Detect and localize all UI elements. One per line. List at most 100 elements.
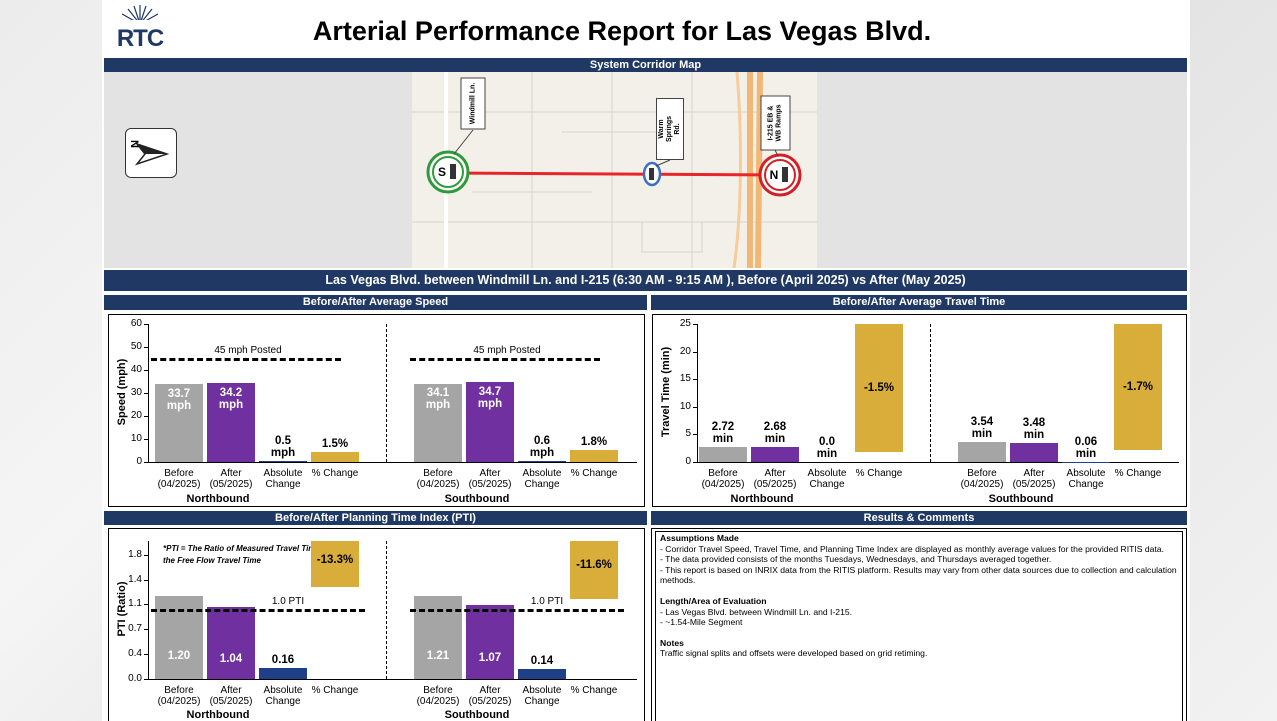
section-header: Results & Comments <box>651 511 1187 525</box>
bar <box>518 460 566 462</box>
value-label-box: 0.5 mph <box>259 435 307 459</box>
y-tick <box>693 324 697 325</box>
comments-inner <box>655 531 1183 721</box>
comment-line: Traffic signal splits and offsets were d… <box>660 648 928 659</box>
reference-label: 1.0 PTI <box>271 596 305 607</box>
map-ramp <box>732 72 742 268</box>
value-label: 0.06 min <box>1074 435 1098 460</box>
x-tick-label: % Change <box>570 685 618 696</box>
x-tick-label: Before (04/2025) <box>416 468 460 490</box>
report-title: Arterial Performance Report for Las Vega… <box>312 16 932 46</box>
y-tick-label: 1.8 <box>128 548 142 560</box>
bar <box>414 383 462 462</box>
logo-mask <box>118 20 164 26</box>
x-tick-label: After (05/2025) <box>468 468 512 490</box>
y-tick <box>693 379 697 381</box>
signal-callout: I-215 EB & WB Ramps <box>760 95 791 151</box>
x-tick-label: After (05/2025) <box>468 685 512 707</box>
north-label: N <box>128 140 140 148</box>
y-tick <box>144 554 148 556</box>
y-tick-label: 20 <box>130 410 142 421</box>
x-tick-label: Before (04/2025) <box>157 468 201 490</box>
signal-icon <box>782 167 788 182</box>
y-tick <box>144 393 148 394</box>
y-tick-label: 15 <box>679 373 691 385</box>
value-label-box: 0.14 <box>518 655 566 667</box>
reference-line <box>410 357 600 361</box>
comment-heading: Notes <box>660 637 684 648</box>
value-label-box: 1.07 <box>466 652 514 664</box>
start-signal-ring <box>432 156 464 188</box>
y-axis <box>148 324 149 462</box>
value-label: 1.07 <box>478 652 502 665</box>
value-label: 2.68 min <box>763 421 787 446</box>
bar <box>518 669 566 679</box>
x-tick-label: After (05/2025) <box>209 468 253 490</box>
value-label-box: 1.20 <box>155 650 203 662</box>
value-label-box: 33.7 mph <box>155 388 203 412</box>
bar <box>311 541 359 588</box>
y-tick-label: 0.7 <box>128 623 142 635</box>
bar <box>855 324 903 452</box>
y-tick-label: 5 <box>685 428 691 440</box>
y-tick <box>144 629 148 631</box>
y-tick <box>144 416 148 417</box>
y-tick-label: 0 <box>685 456 691 467</box>
reference-line <box>151 609 365 612</box>
value-label-box: 1.04 <box>207 653 255 665</box>
value-label: 0.5 mph <box>270 434 296 459</box>
value-label-box: 3.54 min <box>958 416 1006 440</box>
y-axis <box>697 324 698 462</box>
x-tick-label: After (05/2025) <box>753 468 797 490</box>
bar <box>466 605 514 679</box>
y-tick-label: 1.1 <box>128 598 142 610</box>
x-tick-label: Before (04/2025) <box>701 468 745 490</box>
map-header: System Corridor Map <box>104 58 1187 72</box>
y-tick <box>144 347 148 348</box>
value-label-box: -13.3% <box>311 554 359 566</box>
y-tick-label: 20 <box>679 345 691 357</box>
y-tick <box>144 679 148 680</box>
signal-icon <box>450 164 456 179</box>
x-axis <box>148 679 637 680</box>
x-tick-label: Absolute Change <box>1066 468 1106 490</box>
value-label-box: -1.5% <box>855 382 903 394</box>
section-header: Before/After Average Travel Time <box>651 295 1187 310</box>
y-tick <box>144 370 148 371</box>
value-label: 1.5% <box>321 437 349 450</box>
comment-line: - The data provided consists of the mont… <box>660 554 1052 565</box>
value-label-box: 0.06 min <box>1062 436 1110 460</box>
y-tick-label: 50 <box>130 341 142 352</box>
value-label: -1.7% <box>1122 381 1154 394</box>
value-label-box: 1.8% <box>570 436 618 448</box>
logo-text: RTC <box>117 25 164 52</box>
group-divider <box>386 324 387 462</box>
bar <box>311 451 359 462</box>
group-divider <box>930 324 931 462</box>
y-tick <box>144 654 148 656</box>
value-label-box: -11.6% <box>570 559 618 571</box>
x-tick-label: After (05/2025) <box>1012 468 1056 490</box>
x-axis <box>697 462 1179 463</box>
comment-heading: Assumptions Made <box>660 533 739 543</box>
comments-text: Assumptions Made - Corridor Travel Speed,… <box>660 533 1182 669</box>
map-freeway <box>747 72 763 268</box>
y-tick-label: 0 <box>136 456 142 467</box>
x-tick-label: % Change <box>311 468 359 479</box>
value-label: -11.6% <box>576 559 612 572</box>
bar <box>570 449 618 462</box>
reference-line <box>410 609 624 612</box>
reference-label: 45 mph Posted <box>473 344 541 356</box>
value-label-box: 0.16 <box>259 654 307 666</box>
corridor-line <box>447 171 781 177</box>
value-label: 0.6 mph <box>529 434 555 459</box>
comment-line: - ~1.54-Mile Segment <box>660 617 743 628</box>
y-tick <box>144 324 148 325</box>
group-label: Northbound <box>186 709 250 721</box>
end-marker: N <box>770 168 779 182</box>
y-tick <box>693 351 697 353</box>
value-label-box: 34.7 mph <box>466 386 514 410</box>
group-label: Southbound <box>988 493 1054 505</box>
value-label-box: 0.0 min <box>803 436 851 460</box>
reference-label: 1.0 PTI <box>530 596 564 607</box>
